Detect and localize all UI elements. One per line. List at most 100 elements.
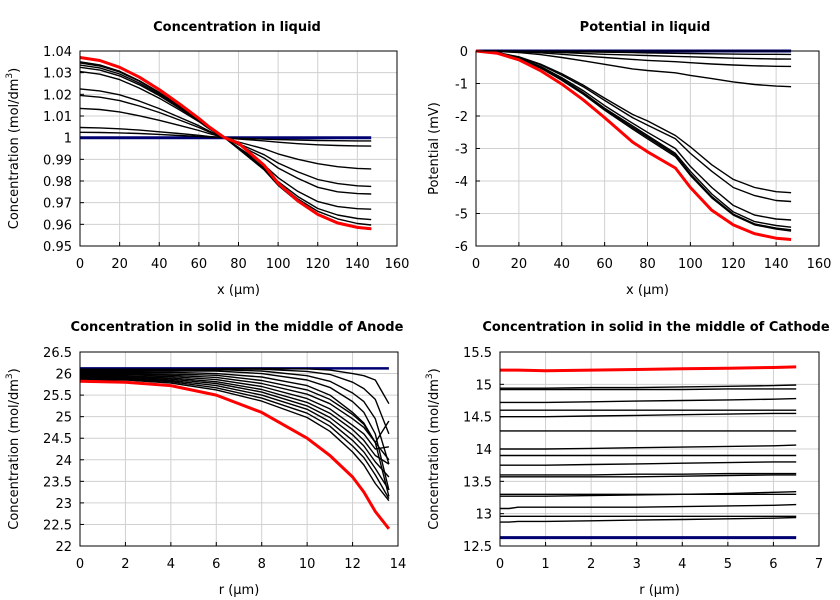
y-tick-label: 0.96 bbox=[43, 218, 72, 233]
series-line-t13 bbox=[79, 378, 390, 502]
series-line-t8 bbox=[475, 50, 792, 228]
y-tick-label: -6 bbox=[455, 240, 468, 255]
series-line-t2 bbox=[500, 388, 797, 391]
series-line-t3 bbox=[79, 369, 390, 465]
x-tick-label: 6 bbox=[212, 557, 220, 572]
series-line-t5 bbox=[500, 412, 797, 418]
x-tick-label: 120 bbox=[721, 257, 746, 272]
y-tick-label: 26 bbox=[55, 368, 72, 383]
series-line-t7 bbox=[475, 50, 792, 221]
series-line-t6 bbox=[475, 50, 792, 203]
series-line-t10 bbox=[79, 376, 390, 478]
series-line-t9 bbox=[79, 375, 390, 465]
y-tick-label: 25.5 bbox=[43, 389, 72, 404]
x-tick-label: 0 bbox=[496, 557, 504, 572]
plot-frame bbox=[499, 351, 820, 547]
series-line-t5 bbox=[80, 371, 390, 497]
y-tick-label: 26.5 bbox=[43, 346, 72, 361]
x-tick-label: 12 bbox=[344, 557, 361, 572]
y-tick-label: 13.5 bbox=[463, 475, 492, 490]
series-line-t7 bbox=[80, 373, 390, 444]
y-axis-label-main: Concentration (mol/dm bbox=[7, 79, 22, 230]
x-tick-label: 140 bbox=[764, 257, 789, 272]
chart-title: Concentration in liquid bbox=[153, 20, 321, 35]
y-tick-label: 15.5 bbox=[463, 346, 492, 361]
y-tick-label: 24.5 bbox=[43, 432, 72, 447]
series-line-t4 bbox=[79, 370, 390, 491]
plot-frame bbox=[475, 50, 820, 247]
y-tick-label: 0.98 bbox=[43, 175, 72, 190]
y-tick-label: 15 bbox=[475, 378, 492, 393]
series-line-t16 bbox=[500, 516, 797, 523]
y-tick-label: 14.5 bbox=[463, 411, 492, 426]
y-axis-label-superscript: 3 bbox=[425, 373, 435, 379]
x-tick-label: 4 bbox=[678, 557, 686, 572]
series-line-t8 bbox=[79, 374, 390, 450]
y-tick-label: 0.97 bbox=[43, 197, 72, 212]
x-tick-label: 100 bbox=[266, 257, 291, 272]
chart-panel-4: Concentration in solid in the middle of … bbox=[425, 320, 830, 598]
x-axis-label: r (μm) bbox=[639, 583, 680, 598]
x-tick-label: 3 bbox=[633, 557, 641, 572]
y-axis-label: Potential (mV) bbox=[427, 102, 442, 195]
x-tick-label: 80 bbox=[230, 257, 247, 272]
series-line-t5 bbox=[475, 50, 792, 194]
x-tick-label: 40 bbox=[151, 257, 168, 272]
y-axis-label-superscript: 3 bbox=[5, 73, 15, 79]
series-line-t13 bbox=[500, 491, 797, 497]
y-tick-label: 1 bbox=[64, 132, 72, 147]
y-tick-label: -4 bbox=[455, 175, 468, 190]
x-tick-label: 2 bbox=[121, 557, 129, 572]
y-tick-label: 0.99 bbox=[43, 153, 72, 168]
series-line-t9 bbox=[500, 461, 797, 466]
series-line-t12 bbox=[79, 378, 390, 499]
y-tick-label: -1 bbox=[455, 78, 468, 93]
y-tick-label: 0 bbox=[460, 45, 468, 60]
y-tick-label: 22.5 bbox=[43, 518, 72, 533]
x-axis-label: r (μm) bbox=[219, 583, 260, 598]
x-tick-label: 0 bbox=[76, 257, 84, 272]
y-tick-label: -2 bbox=[455, 110, 468, 125]
chart-title: Potential in liquid bbox=[580, 20, 711, 35]
y-axis-label-tail: ) bbox=[7, 68, 22, 73]
y-axis-label-main: Concentration (mol/dm bbox=[7, 379, 22, 530]
y-tick-label: 1.03 bbox=[43, 67, 72, 82]
plot-frame bbox=[79, 351, 399, 547]
y-tick-label: 1.04 bbox=[43, 45, 72, 60]
series-line-final bbox=[500, 365, 797, 373]
series-line-t7 bbox=[79, 66, 372, 221]
y-axis-label-tail: ) bbox=[7, 368, 22, 373]
chart-panel-3: Concentration in solid in the middle of … bbox=[5, 320, 406, 598]
chart-panel-1: Concentration in liquid 0 20 40 60 80 100 120 14… bbox=[5, 20, 409, 298]
x-tick-label: 80 bbox=[639, 257, 656, 272]
y-axis-label-tail: ) bbox=[427, 368, 442, 373]
y-tick-label: 14 bbox=[475, 443, 492, 458]
x-tick-label: 7 bbox=[815, 557, 823, 572]
y-tick-label: 24 bbox=[55, 454, 72, 469]
x-tick-label: 5 bbox=[724, 557, 732, 572]
x-tick-label: 100 bbox=[678, 257, 703, 272]
chart-panel-2: Potential in liquid 0 20 40 60 80 100 120 140 160… bbox=[427, 20, 831, 298]
series-line-final bbox=[79, 56, 372, 231]
x-tick-label: 60 bbox=[191, 257, 208, 272]
series-line-t3 bbox=[475, 50, 792, 68]
y-tick-label: 0.95 bbox=[43, 240, 72, 255]
x-tick-label: 14 bbox=[390, 557, 407, 572]
x-tick-label: 20 bbox=[111, 257, 128, 272]
x-tick-label: 2 bbox=[587, 557, 595, 572]
series-line-t14 bbox=[500, 503, 797, 510]
x-axis-label: x (μm) bbox=[626, 283, 669, 298]
chart-title: Concentration in solid in the middle of … bbox=[71, 320, 404, 335]
y-axis-label: Concentration (mol/dm3) bbox=[425, 368, 442, 530]
y-tick-label: 22 bbox=[55, 540, 72, 555]
y-axis-label: Concentration (mol/dm3) bbox=[5, 68, 22, 230]
series-line-t4 bbox=[475, 50, 792, 88]
y-tick-label: 13 bbox=[475, 508, 492, 523]
series-line-t10 bbox=[500, 472, 797, 476]
series-line-t10 bbox=[475, 50, 792, 232]
x-tick-label: 0 bbox=[76, 557, 84, 572]
x-tick-label: 20 bbox=[511, 257, 528, 272]
y-axis-label: Concentration (mol/dm3) bbox=[5, 368, 22, 530]
x-tick-label: 160 bbox=[807, 257, 832, 272]
